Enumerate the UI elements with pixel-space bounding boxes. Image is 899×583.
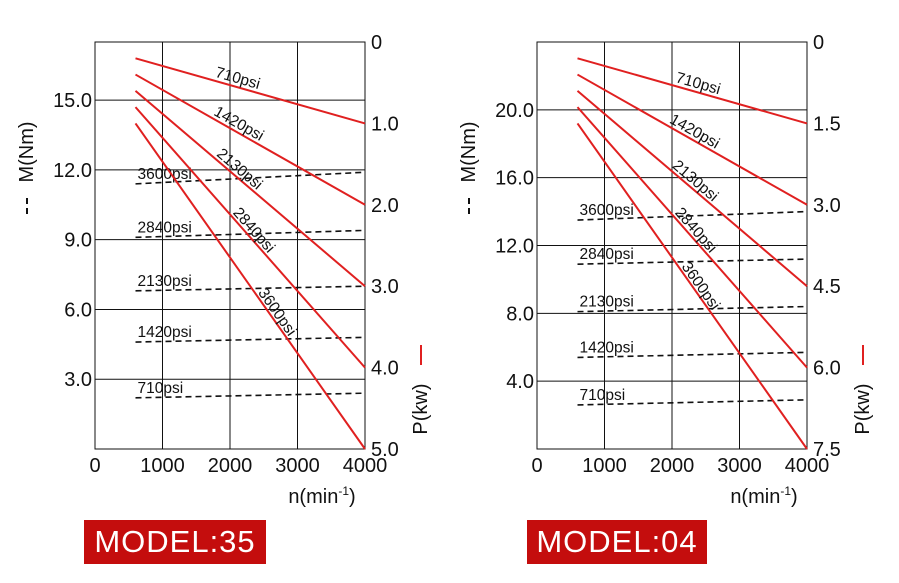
power-line-2840psi <box>576 106 808 369</box>
torque-line-2840psi <box>577 258 808 265</box>
torque-line-2130psi <box>135 285 366 292</box>
y-left-tick-label: 4.0 <box>506 371 534 393</box>
torque-label-3600psi: 3600psi <box>138 166 192 183</box>
power-label-1420psi: 1420psi <box>667 111 723 153</box>
y-right-tick-label: 6.0 <box>813 358 841 380</box>
y-right-tick-label: 4.5 <box>813 276 841 298</box>
torque-line-2840psi <box>135 229 366 239</box>
y-right-tick-label: 4.0 <box>371 358 399 380</box>
power-label-1420psi: 1420psi <box>211 103 267 145</box>
torque-label-710psi: 710psi <box>138 380 184 397</box>
y-right-tick-label: 3.0 <box>813 195 841 217</box>
x-tick-label: 3000 <box>717 455 762 477</box>
y-right-tick-label: 7.5 <box>813 439 841 461</box>
y-left-axis-title: M(Nm) <box>458 121 480 182</box>
torque-label-2840psi: 2840psi <box>138 219 192 236</box>
y-left-tick-label: 9.0 <box>64 230 92 252</box>
power-line-2130psi <box>134 90 366 287</box>
power-line-2840psi <box>134 106 366 369</box>
x-axis-title: n(min-1) <box>288 484 355 508</box>
model-35-badge: MODEL:35 <box>84 520 266 564</box>
power-label-2130psi: 2130psi <box>669 157 721 205</box>
y-left-tick-label: 3.0 <box>64 369 92 391</box>
x-tick-label: 1000 <box>140 455 185 477</box>
torque-line-2130psi <box>577 305 808 313</box>
power-line-2130psi <box>576 90 808 287</box>
y-left-tick-label: 12.0 <box>495 236 534 258</box>
power-label-3600psi: 3600psi <box>678 259 723 313</box>
y-left-tick-label: 8.0 <box>506 303 534 325</box>
power-line-3600psi <box>576 122 808 450</box>
power-label-2130psi: 2130psi <box>213 145 265 193</box>
power-line-710psi <box>577 57 808 125</box>
torque-line-1420psi <box>577 351 808 359</box>
torque-label-3600psi: 3600psi <box>580 202 634 219</box>
y-left-tick-label: 20.0 <box>495 100 534 122</box>
power-label-710psi: 710psi <box>213 64 262 93</box>
y-right-tick-label: 5.0 <box>371 439 399 461</box>
y-left-tick-label: 6.0 <box>64 299 92 321</box>
chart-1: 0 1000 2000 3000 4000 20.0 16.0 12.0 8.0 4.0 0 1.5 3… <box>458 32 874 508</box>
power-label-710psi: 710psi <box>674 69 723 98</box>
y-right-tick-label: 1.0 <box>371 113 399 135</box>
x-tick-label: 2000 <box>650 455 695 477</box>
model-04-badge: MODEL:04 <box>527 520 707 564</box>
torque-label-2840psi: 2840psi <box>580 246 634 263</box>
y-right-tick-label: 1.5 <box>813 113 841 135</box>
torque-label-1420psi: 1420psi <box>580 339 634 356</box>
torque-line-710psi <box>577 399 808 406</box>
y-left-tick-label: 15.0 <box>53 90 92 112</box>
torque-label-2130psi: 2130psi <box>138 273 192 290</box>
y-right-axis-title: P(kw) <box>410 383 432 434</box>
y-right-tick-label: 0 <box>813 32 824 54</box>
x-tick-label: 4000 <box>343 455 388 477</box>
y-left-axis-title: M(Nm) <box>16 121 38 182</box>
y-left-tick-label: 16.0 <box>495 168 534 190</box>
torque-line-3600psi <box>577 210 808 221</box>
x-tick-label: 1000 <box>582 455 627 477</box>
y-right-tick-label: 3.0 <box>371 276 399 298</box>
power-label-3600psi: 3600psi <box>254 285 299 339</box>
power-line-710psi <box>135 57 366 125</box>
chart-0: 0 1000 2000 3000 4000 15.0 12.0 9.0 6.0 3.0 0 1.0 2.… <box>16 32 432 508</box>
y-right-tick-label: 0 <box>371 32 382 54</box>
torque-label-710psi: 710psi <box>580 387 626 404</box>
torque-line-1420psi <box>135 336 366 343</box>
y-right-axis-title: P(kw) <box>852 383 874 434</box>
power-line-1420psi <box>135 73 366 206</box>
x-tick-label: 4000 <box>785 455 830 477</box>
x-axis-title: n(min-1) <box>730 484 797 508</box>
power-label-2840psi: 2840psi <box>229 204 278 256</box>
power-line-3600psi <box>134 122 366 450</box>
x-tick-label: 0 <box>89 455 100 477</box>
y-left-tick-label: 12.0 <box>53 160 92 182</box>
y-right-tick-label: 2.0 <box>371 195 399 217</box>
power-label-2840psi: 2840psi <box>671 204 720 256</box>
torque-line-3600psi <box>135 171 366 185</box>
x-tick-label: 2000 <box>208 455 253 477</box>
torque-label-1420psi: 1420psi <box>138 324 192 341</box>
power-line-1420psi <box>577 73 808 206</box>
torque-label-2130psi: 2130psi <box>580 294 634 311</box>
x-tick-label: 0 <box>531 455 542 477</box>
x-tick-label: 3000 <box>275 455 320 477</box>
